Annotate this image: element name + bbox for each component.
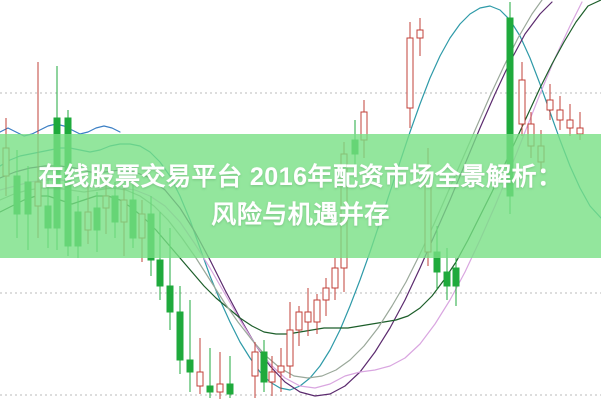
candlestick — [277, 348, 285, 392]
candlestick — [304, 288, 312, 336]
candle-body — [226, 383, 234, 395]
candlestick — [226, 356, 234, 398]
banner-title-line-2: 风险与机遇并存 — [211, 201, 390, 229]
candle-body — [313, 299, 321, 323]
candlestick — [196, 338, 204, 394]
candle-body — [322, 287, 330, 301]
candlestick — [186, 300, 194, 392]
candle-body — [216, 383, 224, 393]
candle-body — [304, 311, 312, 323]
candle-body — [556, 109, 564, 121]
banner-title-line-1: 在线股票交易平台 2016年配资市场全景解析： — [38, 163, 563, 191]
candlestick — [406, 22, 414, 128]
candlestick — [268, 356, 276, 396]
candlestick — [322, 278, 330, 316]
candlestick — [286, 302, 294, 378]
candle-body — [331, 267, 339, 289]
candle-body — [251, 351, 259, 377]
candlestick — [206, 348, 214, 398]
candlestick — [331, 258, 339, 300]
candlestick — [260, 340, 268, 392]
candle-body — [268, 371, 276, 383]
candle-body — [206, 385, 214, 393]
candle-body — [166, 285, 174, 313]
candle-body — [518, 79, 526, 125]
candle-body — [176, 311, 184, 361]
candlestick — [518, 62, 526, 136]
candlestick — [216, 352, 224, 399]
candle-body — [260, 351, 268, 383]
candlestick — [566, 104, 574, 136]
candlestick — [546, 84, 554, 120]
candlestick — [556, 96, 564, 130]
candle-body — [546, 99, 554, 111]
candle-body — [186, 359, 194, 373]
candle-body — [443, 271, 451, 287]
candle-body — [196, 371, 204, 387]
title-banner: 在线股票交易平台 2016年配资市场全景解析： 风险与机遇并存 — [0, 134, 601, 258]
candlestick — [295, 306, 303, 346]
candle-body — [156, 259, 164, 287]
candle-body — [277, 365, 285, 373]
candle-body — [295, 311, 303, 331]
candle-body — [416, 29, 424, 39]
candlestick — [176, 286, 184, 374]
candle-body — [406, 37, 414, 109]
candlestick — [313, 294, 321, 334]
chart-gridlines — [0, 92, 601, 396]
candlestick — [251, 342, 259, 398]
candle-body — [566, 119, 574, 129]
candle-body — [286, 329, 294, 367]
candlestick — [452, 258, 460, 306]
candle-body — [452, 267, 460, 287]
candlestick — [416, 18, 424, 56]
